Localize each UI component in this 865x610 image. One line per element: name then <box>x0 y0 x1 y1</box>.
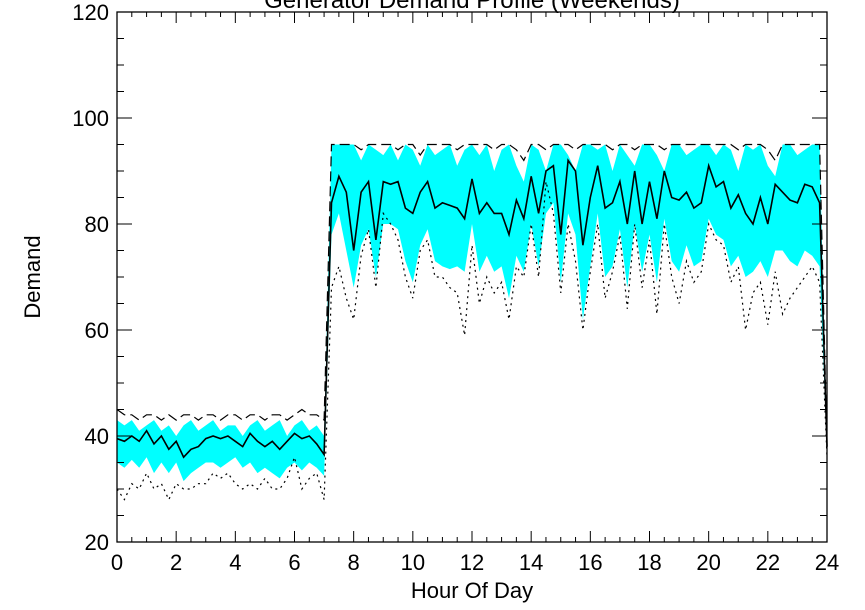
x-tick-label: 18 <box>637 550 661 575</box>
y-tick-label: 100 <box>72 106 109 131</box>
x-tick-label: 0 <box>111 550 123 575</box>
x-tick-label: 22 <box>756 550 780 575</box>
x-tick-label: 2 <box>170 550 182 575</box>
x-tick-label: 14 <box>519 550 543 575</box>
x-tick-label: 4 <box>229 550 241 575</box>
y-tick-label: 40 <box>85 424 109 449</box>
x-tick-label: 20 <box>696 550 720 575</box>
y-tick-label: 80 <box>85 212 109 237</box>
x-tick-label: 24 <box>815 550 839 575</box>
y-axis-title: Demand <box>20 235 45 318</box>
demand-band-area <box>117 144 827 482</box>
y-tick-label: 20 <box>85 530 109 555</box>
series-maximum-line <box>116 143 828 447</box>
axis-ticks <box>116 11 828 543</box>
y-tick-label: 60 <box>85 318 109 343</box>
series-minimum-line <box>116 181 828 502</box>
series-mean-line <box>116 158 828 459</box>
x-tick-label: 16 <box>578 550 602 575</box>
y-tick-label: 120 <box>72 0 109 25</box>
x-tick-label: 12 <box>460 550 484 575</box>
x-tick-label: 10 <box>401 550 425 575</box>
plot-area <box>116 143 828 502</box>
chart-title: Generator Demand Profile (Weekends) <box>264 0 680 14</box>
x-tick-label: 8 <box>348 550 360 575</box>
x-axis-title: Hour Of Day <box>411 578 533 603</box>
x-tick-label: 6 <box>288 550 300 575</box>
